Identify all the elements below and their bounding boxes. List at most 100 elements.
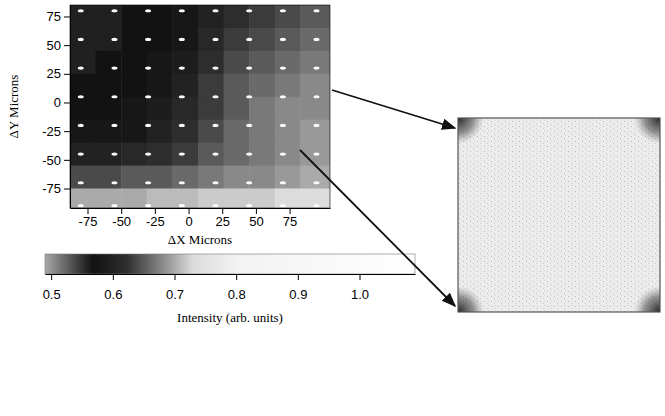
- x-tick-label: -50: [112, 214, 131, 229]
- x-tick-label: 75: [283, 214, 297, 229]
- heatmap-cell: [275, 51, 301, 74]
- heatmap-cell: [172, 74, 198, 97]
- bright-spot: [212, 124, 218, 127]
- x-tick-label: 25: [215, 214, 229, 229]
- heatmap-cell: [147, 5, 173, 28]
- x-tick: 25: [215, 208, 229, 229]
- heatmap-cell: [121, 51, 147, 74]
- heatmap-cell: [121, 28, 147, 51]
- heatmap-cell: [249, 143, 275, 166]
- heatmap-cell: [300, 5, 330, 28]
- heatmap-cell: [172, 5, 198, 28]
- y-tick-label: 50: [47, 38, 61, 53]
- heatmap-cell: [198, 143, 224, 166]
- y-tick: 0: [54, 95, 70, 110]
- x-tick: 0: [185, 208, 192, 229]
- colorbar: [45, 254, 415, 274]
- x-tick-mark: [88, 208, 89, 214]
- bright-spot: [212, 181, 218, 184]
- inset-corner: [634, 286, 660, 312]
- bright-spot: [78, 204, 84, 207]
- chart: -75-50-250255075-75-50-250255075ΔX Micro…: [0, 0, 665, 416]
- heatmap-cell: [121, 74, 147, 97]
- x-axis-title: ΔX Microns: [168, 232, 232, 247]
- x-axis: -75-50-250255075: [71, 208, 331, 229]
- heatmap-cell: [224, 120, 250, 143]
- bright-spot: [111, 124, 117, 127]
- bright-spot: [246, 181, 252, 184]
- heatmap-cell: [300, 28, 330, 51]
- heatmap-cell: [121, 5, 147, 28]
- x-tick: 75: [283, 208, 297, 229]
- colorbar-tick-label: 0.5: [43, 287, 61, 302]
- y-axis-title: ΔY Microns: [6, 75, 21, 139]
- x-tick-label: -25: [146, 214, 165, 229]
- colorbar-tick-mark: [236, 274, 237, 280]
- heatmap-cell: [249, 120, 275, 143]
- bright-spot: [314, 204, 320, 207]
- bright-spot: [314, 152, 320, 155]
- heatmap-cell: [198, 28, 224, 51]
- heatmap-cell: [70, 74, 96, 97]
- bright-spot: [280, 124, 286, 127]
- bright-spot: [280, 152, 286, 155]
- colorbar-tick-label: 0.9: [289, 287, 307, 302]
- bright-spot: [246, 38, 252, 41]
- bright-spot: [246, 9, 252, 12]
- heatmap-cell: [70, 120, 96, 143]
- heatmap-cell: [198, 189, 224, 208]
- heatmap-cell: [224, 97, 250, 120]
- heatmap-cell: [300, 51, 330, 74]
- bright-spot: [314, 9, 320, 12]
- heatmap-cell: [70, 166, 96, 189]
- bright-spot: [145, 181, 151, 184]
- bright-spot: [179, 66, 185, 69]
- bright-spot: [111, 38, 117, 41]
- y-tick-mark: [64, 160, 70, 161]
- heatmap-cell: [198, 97, 224, 120]
- heatmap-cell: [96, 5, 122, 28]
- bright-spot: [212, 38, 218, 41]
- heatmap-cell: [121, 97, 147, 120]
- bright-spot: [78, 9, 84, 12]
- colorbar-tick-mark: [113, 274, 114, 280]
- heatmap-cell: [275, 166, 301, 189]
- y-tick-mark: [64, 131, 70, 132]
- heatmap-cell: [70, 143, 96, 166]
- heatmap-cell: [172, 28, 198, 51]
- heatmap-cell: [224, 166, 250, 189]
- heatmap-cell: [224, 28, 250, 51]
- inset-image: [458, 118, 660, 312]
- heatmap-cell: [172, 120, 198, 143]
- plot-frame: [70, 5, 330, 208]
- bright-spot: [212, 204, 218, 207]
- heatmap-cell: [224, 74, 250, 97]
- colorbar-axis: 0.50.60.70.80.91.0: [43, 274, 416, 302]
- bright-spot: [111, 204, 117, 207]
- heatmap-cell: [147, 166, 173, 189]
- colorbar-tick: 0.8: [228, 274, 246, 302]
- heatmap-cell: [147, 51, 173, 74]
- x-tick: -25: [146, 208, 165, 229]
- bright-spot: [314, 66, 320, 69]
- y-tick-label: -50: [42, 152, 61, 167]
- heatmap-cell: [198, 74, 224, 97]
- bright-spot: [212, 9, 218, 12]
- y-tick-mark: [64, 74, 70, 75]
- bright-spot: [145, 95, 151, 98]
- plot-area: [70, 5, 330, 208]
- bright-spot: [78, 95, 84, 98]
- heatmap-cell: [172, 97, 198, 120]
- heatmap-cell: [300, 120, 330, 143]
- heatmap-cell: [96, 143, 122, 166]
- bright-spot: [111, 95, 117, 98]
- bright-spot: [78, 152, 84, 155]
- bright-spot: [179, 9, 185, 12]
- bright-spot: [314, 95, 320, 98]
- heatmap-cell: [147, 97, 173, 120]
- x-tick-mark: [189, 208, 190, 214]
- x-tick-label: -75: [79, 214, 98, 229]
- heatmap-cell: [96, 166, 122, 189]
- x-tick-mark: [155, 208, 156, 214]
- bright-spot: [179, 38, 185, 41]
